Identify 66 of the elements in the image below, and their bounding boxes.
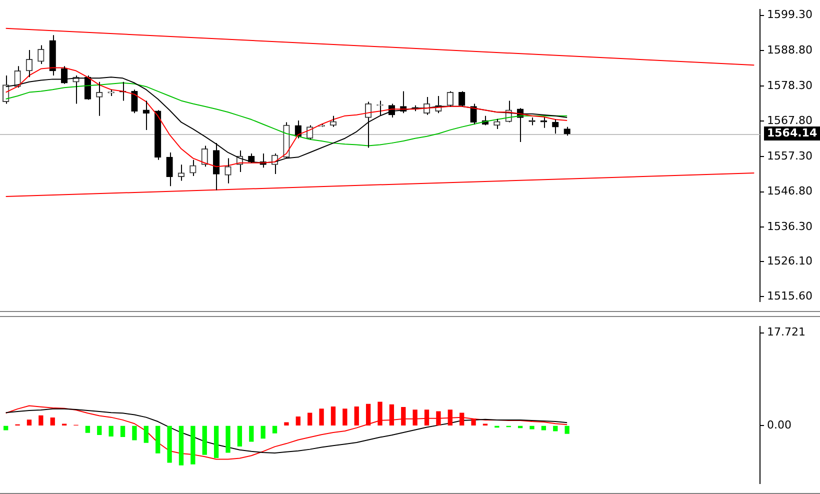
y-tick-label: 1557.30 — [767, 149, 812, 162]
bar — [272, 426, 278, 434]
bar — [108, 426, 114, 437]
bar — [190, 426, 196, 464]
bar — [471, 418, 476, 426]
bar — [97, 426, 102, 435]
bar — [85, 426, 90, 433]
bar — [284, 422, 289, 426]
candlestick — [283, 122, 290, 159]
bar — [132, 426, 137, 440]
bar — [120, 426, 126, 438]
candlestick — [49, 34, 56, 76]
candlestick — [178, 164, 185, 182]
candlestick — [166, 152, 173, 187]
bar — [249, 426, 254, 442]
bar — [436, 411, 441, 426]
bar — [26, 420, 32, 426]
candlestick — [376, 100, 384, 116]
bar — [319, 408, 324, 426]
y-tick-label: 17.721 — [767, 326, 806, 339]
candlestick — [552, 119, 559, 134]
bar — [412, 410, 418, 426]
ref-line-label: 1564.14 — [767, 126, 818, 140]
y-tick-label: 1588.80 — [767, 43, 812, 56]
candlestick — [26, 49, 33, 78]
bar — [296, 416, 300, 426]
bar — [214, 426, 219, 458]
bar — [330, 406, 336, 426]
bar — [202, 426, 207, 455]
bar — [448, 410, 452, 426]
candlestick — [470, 103, 477, 125]
candlestick — [96, 81, 103, 116]
bar — [156, 426, 160, 454]
bar — [460, 412, 464, 426]
y-tick-label: 1599.30 — [767, 8, 812, 22]
y-tick-label: 1526.10 — [767, 254, 812, 268]
candlestick — [564, 126, 570, 136]
bar — [260, 426, 266, 439]
y-tick-label: 1567.80 — [767, 114, 812, 128]
bar — [226, 426, 230, 453]
bar — [178, 426, 184, 466]
candlestick — [458, 90, 466, 107]
candlestick — [154, 110, 162, 160]
bar — [144, 426, 148, 443]
y-tick-label: 1578.30 — [767, 78, 812, 92]
y-tick-label: 1546.80 — [767, 184, 812, 198]
bar — [342, 408, 348, 426]
bar — [564, 426, 570, 434]
candlestick — [38, 44, 44, 65]
candlestick — [108, 89, 114, 96]
candlestick — [494, 118, 500, 130]
bar — [530, 426, 534, 430]
bar — [553, 426, 558, 432]
candlestick — [131, 89, 138, 114]
candlestick — [446, 90, 454, 107]
candlestick — [528, 117, 536, 126]
bar — [308, 412, 312, 426]
y-tick-label: 1515.60 — [767, 290, 812, 303]
y-tick-label: 1536.30 — [767, 220, 812, 233]
bar — [38, 415, 44, 426]
bar — [167, 426, 172, 463]
bar — [50, 418, 55, 426]
bar — [424, 410, 430, 426]
bar — [237, 426, 242, 446]
candlestick — [330, 115, 337, 128]
y-tick-label: 0.00 — [767, 418, 792, 432]
